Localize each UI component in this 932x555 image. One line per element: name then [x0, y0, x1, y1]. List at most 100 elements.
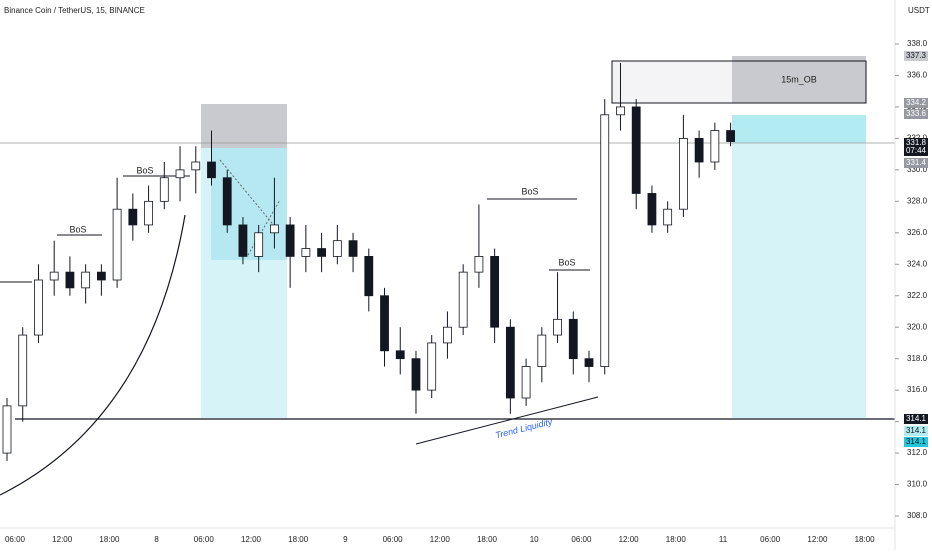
annotation: BoS	[69, 224, 86, 234]
candle-body	[631, 106, 641, 194]
candle-body	[584, 358, 594, 367]
candle-body	[2, 405, 12, 454]
order-block	[201, 104, 287, 148]
x-tick-label: 06:00	[194, 535, 215, 544]
y-tick-label: 308.0	[907, 511, 928, 520]
candle-body	[395, 350, 405, 360]
x-tick-label: 12:00	[52, 535, 73, 544]
y-tick-label: 328.0	[907, 196, 928, 205]
y-tick-label: 324.0	[907, 259, 928, 268]
candle-body	[411, 358, 421, 391]
annotation: BoS	[558, 257, 575, 267]
candle-body	[694, 137, 704, 163]
candle-body	[34, 279, 43, 336]
x-tick-label: 9	[343, 535, 348, 544]
y-tick-label: 310.0	[907, 480, 928, 489]
y-tick-label: 338.0	[907, 39, 928, 48]
candle-body	[458, 271, 468, 328]
x-tick-label: 18:00	[855, 535, 876, 544]
countdown: 07:44	[906, 146, 927, 155]
candle-body	[537, 334, 547, 367]
price-tag-label: 314.1	[906, 437, 927, 446]
candle-body	[191, 161, 201, 171]
price-tag	[904, 414, 928, 424]
x-tick-label: 8	[154, 535, 159, 544]
price-tag-label: 331.8	[906, 138, 927, 147]
x-tick-label: 06:00	[571, 535, 592, 544]
candle-body	[380, 295, 389, 352]
y-tick-label: 322.0	[907, 291, 928, 300]
candle-body	[175, 169, 185, 179]
annotation: BoS	[136, 165, 153, 175]
candle-body	[285, 224, 295, 257]
candle-body	[364, 255, 374, 297]
price-tag-label: 337.3	[906, 51, 927, 60]
x-tick-label: 12:00	[619, 535, 640, 544]
candle-body	[317, 248, 327, 257]
candles	[2, 62, 735, 461]
x-tick-label: 06:00	[5, 535, 26, 544]
annotation: 15m_OB	[781, 74, 817, 84]
candle-body	[427, 342, 437, 391]
price-tag-label: 334.2	[906, 98, 927, 107]
price-tag	[904, 51, 928, 61]
y-tick-label: 318.0	[907, 354, 928, 363]
price-tag-label: 333.6	[906, 109, 927, 118]
price-tag-label: 331.4	[906, 158, 927, 167]
dashed-line	[219, 159, 277, 229]
price-tag	[904, 437, 928, 447]
candle-body	[600, 114, 610, 367]
trend-line	[415, 396, 599, 445]
x-tick-label: 12:00	[241, 535, 262, 544]
candle-body	[81, 271, 91, 289]
candle-body	[301, 248, 311, 257]
x-tick-label: 18:00	[99, 535, 120, 544]
curve	[0, 214, 186, 496]
candle-body	[254, 232, 264, 257]
y-tick-label: 330.0	[907, 165, 928, 174]
candle-body	[112, 208, 122, 281]
x-tick-label: 12:00	[807, 535, 828, 544]
candle-body	[726, 130, 735, 142]
currency: USDT	[908, 6, 930, 15]
candle-body	[553, 318, 562, 336]
order-block-border	[611, 60, 867, 104]
y-tick-label: 336.0	[907, 71, 928, 80]
candle-body	[238, 224, 248, 257]
y-tick-label: 316.0	[907, 385, 928, 394]
annotation: Trend Liquidity	[494, 416, 554, 440]
price-tag	[904, 98, 928, 108]
candle-body	[65, 271, 75, 289]
price-tag	[904, 158, 928, 168]
candle-body	[568, 318, 578, 360]
x-tick-label: 12:00	[430, 535, 451, 544]
candle-body	[144, 200, 153, 226]
x-tick-label: 06:00	[383, 535, 404, 544]
candle-body	[96, 271, 106, 281]
x-tick-label: 18:00	[477, 535, 498, 544]
x-tick-label: 11	[719, 535, 728, 544]
chart-title: Binance Coin / TetherUS, 15, BINANCE	[4, 6, 145, 15]
fill-zone	[211, 148, 287, 260]
x-tick-label: 10	[530, 535, 539, 544]
price-tag-label: 314.1	[906, 414, 927, 423]
price-tag	[904, 109, 928, 119]
candle-body	[348, 240, 358, 257]
x-tick-label: 06:00	[760, 535, 781, 544]
y-tick-label: 312.0	[907, 448, 928, 457]
candle-body	[505, 326, 515, 399]
candle-body	[490, 255, 500, 328]
fill-zone	[732, 115, 866, 143]
candle-body	[207, 161, 216, 179]
candle-body	[222, 177, 232, 226]
y-tick-label: 320.0	[907, 322, 928, 331]
candle-body	[159, 177, 169, 202]
x-tick-label: 18:00	[288, 535, 309, 544]
candle-body	[521, 366, 531, 399]
price-tag-label: 314.1	[906, 426, 927, 435]
candle-body	[710, 130, 720, 163]
candle-body	[332, 240, 342, 257]
x-tick-label: 18:00	[666, 535, 687, 544]
candle-body	[474, 255, 484, 273]
